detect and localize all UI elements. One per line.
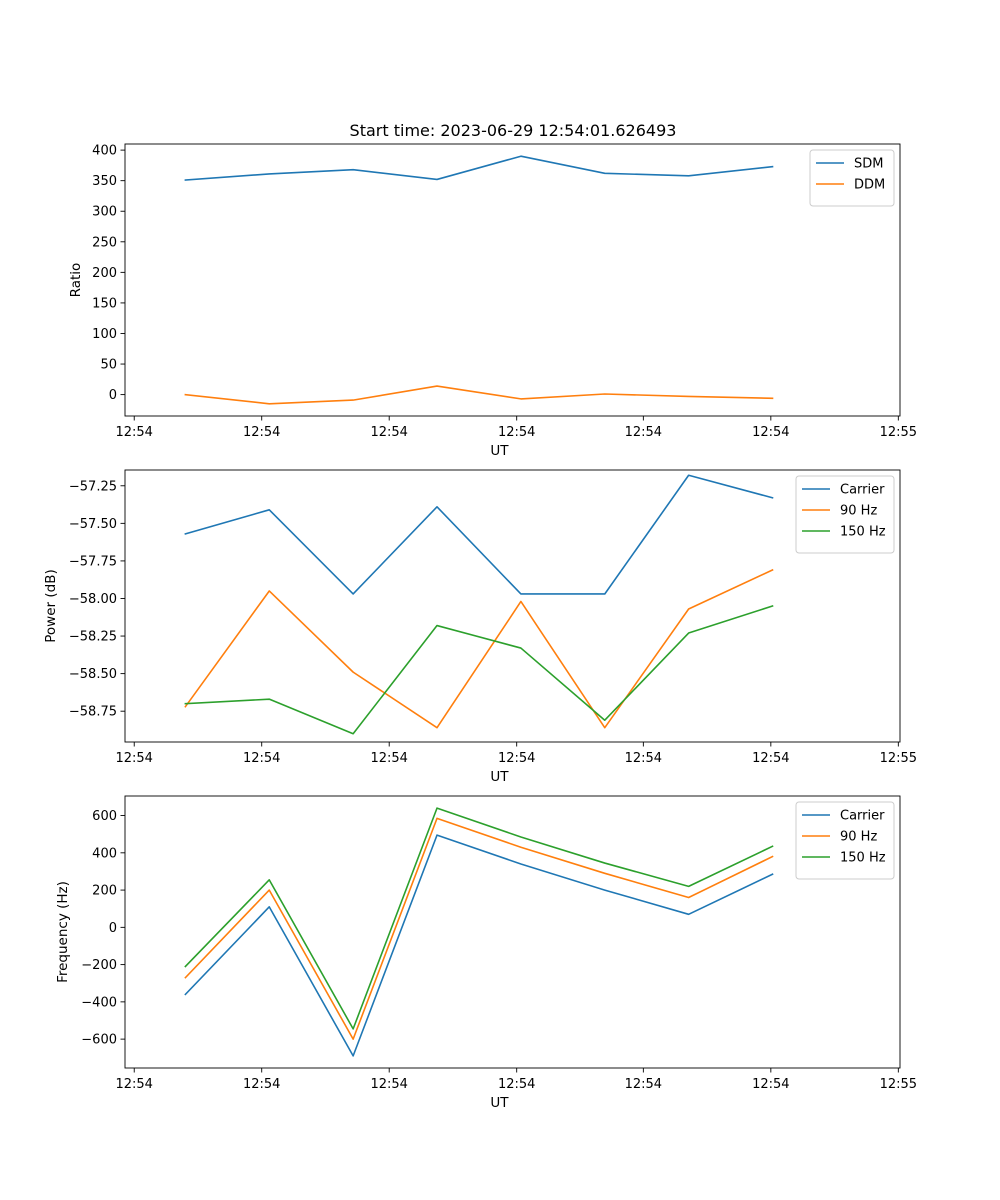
- legend-label: 90 Hz: [840, 504, 877, 519]
- series-line-ddm: [184, 385, 774, 405]
- y-tick-label: −58.25: [69, 630, 117, 645]
- x-tick-label: 12:54: [115, 751, 152, 766]
- y-tick-label: 300: [92, 205, 117, 220]
- series-line-90-hz: [184, 817, 774, 1040]
- x-tick-label: 12:54: [752, 425, 789, 440]
- x-tick-label: 12:54: [370, 425, 407, 440]
- y-tick-label: −57.75: [69, 554, 117, 569]
- x-tick-label: 12:54: [115, 425, 152, 440]
- plot-frame: [124, 469, 901, 743]
- x-tick-label: 12:54: [243, 425, 280, 440]
- legend-label: 90 Hz: [840, 830, 877, 845]
- legend-label: Carrier: [840, 483, 885, 498]
- x-axis-label: UT: [490, 769, 509, 785]
- legend: Carrier 90 Hz 150 Hz: [795, 475, 895, 554]
- series-line-150-hz: [184, 604, 774, 735]
- y-tick-label: 50: [100, 358, 117, 373]
- plot-frame: [124, 795, 901, 1069]
- y-tick-label: 100: [92, 327, 117, 342]
- x-tick-label: 12:54: [625, 425, 662, 440]
- chart-panel-3: 12:54 12:54 12:54 12:54 12:54 12:54 12:55 −600 −…: [55, 795, 917, 1111]
- y-tick-label: 250: [92, 235, 117, 250]
- x-tick-label: 12:54: [498, 425, 535, 440]
- y-tick-label: 400: [92, 846, 117, 861]
- x-axis-label: UT: [490, 443, 509, 459]
- series-line-carrier: [184, 474, 774, 595]
- y-tick-label: 150: [92, 296, 117, 311]
- y-axis-label: Frequency (Hz): [55, 881, 71, 983]
- x-tick-label: 12:54: [115, 1077, 152, 1092]
- y-tick-label: 350: [92, 174, 117, 189]
- legend: Carrier 90 Hz 150 Hz: [795, 801, 895, 880]
- x-tick-label: 12:54: [625, 751, 662, 766]
- legend-label: SDM: [854, 157, 883, 172]
- legend-box: [795, 801, 895, 880]
- y-tick-label: −58.75: [69, 705, 117, 720]
- y-tick-label: 200: [92, 266, 117, 281]
- x-tick-label: 12:54: [752, 1077, 789, 1092]
- series-line-90-hz: [184, 568, 774, 729]
- x-tick-label: 12:55: [880, 425, 917, 440]
- x-tick-label: 12:54: [625, 1077, 662, 1092]
- y-tick-label: 0: [109, 388, 117, 403]
- legend-label: 150 Hz: [840, 525, 886, 540]
- series-line-carrier: [184, 834, 774, 1057]
- chart-title: Start time: 2023-06-29 12:54:01.626493: [350, 121, 677, 140]
- y-tick-label: 0: [109, 921, 117, 936]
- legend-box: [809, 149, 895, 207]
- y-tick-label: −57.25: [69, 479, 117, 494]
- x-tick-label: 12:54: [498, 751, 535, 766]
- y-axis-label: Ratio: [68, 263, 84, 298]
- legend: SDM DDM: [809, 149, 895, 207]
- legend-label: DDM: [854, 178, 885, 193]
- y-tick-label: −400: [81, 995, 117, 1010]
- x-tick-label: 12:54: [243, 751, 280, 766]
- x-tick-label: 12:54: [752, 751, 789, 766]
- x-tick-label: 12:55: [880, 1077, 917, 1092]
- x-tick-label: 12:54: [498, 1077, 535, 1092]
- series-line-sdm: [184, 155, 774, 181]
- y-tick-label: 600: [92, 809, 117, 824]
- y-tick-label: −58.00: [69, 592, 117, 607]
- y-axis-label: Power (dB): [43, 569, 59, 642]
- legend-label: Carrier: [840, 809, 885, 824]
- x-tick-label: 12:55: [880, 751, 917, 766]
- chart-panel-1: 12:54 12:54 12:54 12:54 12:54 12:54 12:55 0 50 10…: [68, 143, 917, 459]
- y-tick-label: 200: [92, 884, 117, 899]
- plot-frame: [124, 143, 901, 417]
- x-tick-label: 12:54: [370, 1077, 407, 1092]
- legend-label: 150 Hz: [840, 851, 886, 866]
- legend-box: [795, 475, 895, 554]
- x-tick-label: 12:54: [370, 751, 407, 766]
- y-tick-label: −200: [81, 958, 117, 973]
- x-axis-label: UT: [490, 1095, 509, 1111]
- series-line-150-hz: [184, 807, 774, 1030]
- y-tick-label: 400: [92, 144, 117, 159]
- y-tick-label: −600: [81, 1033, 117, 1048]
- chart-panel-2: 12:54 12:54 12:54 12:54 12:54 12:54 12:55 −58.7…: [43, 469, 917, 785]
- y-tick-label: −58.50: [69, 667, 117, 682]
- x-tick-label: 12:54: [243, 1077, 280, 1092]
- y-tick-label: −57.50: [69, 517, 117, 532]
